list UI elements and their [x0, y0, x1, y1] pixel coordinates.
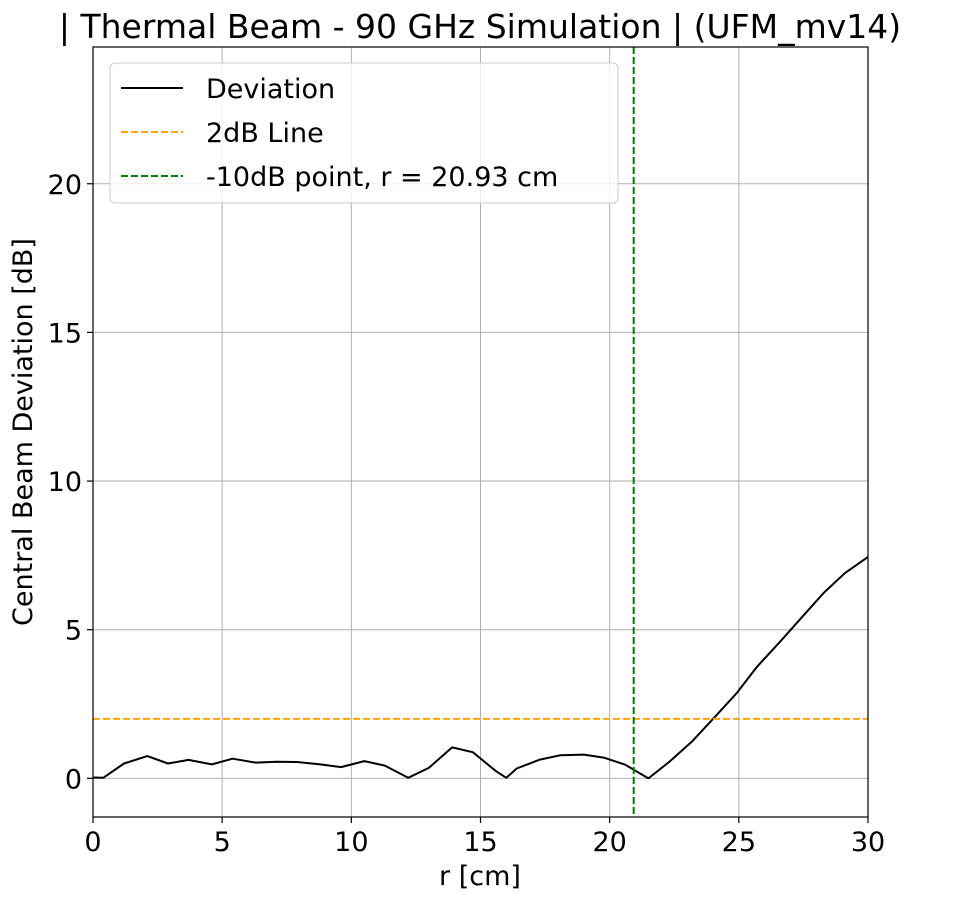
deviation-line	[92, 556, 869, 780]
x-tick-label: 15	[463, 827, 497, 858]
series-layer	[92, 47, 869, 817]
axis-ticks: 0 5 10 15 20 25 30 0 5 10 15 20	[48, 170, 886, 858]
legend-2db-line-label: 2dB Line	[206, 118, 324, 149]
x-tick-label: 0	[84, 827, 101, 858]
legend-10db-point-label: -10dB point, r = 20.93 cm	[206, 162, 558, 193]
y-tick-label: 15	[48, 318, 82, 349]
x-tick-label: 20	[592, 827, 626, 858]
legend-box	[109, 62, 619, 204]
y-tick-label: 20	[48, 170, 82, 201]
y-tick-label: 5	[65, 616, 82, 647]
x-tick-label: 10	[334, 827, 368, 858]
legend: Deviation 2dB Line -10dB point, r = 20.93 …	[109, 62, 619, 204]
x-tick-label: 5	[214, 827, 231, 858]
x-axis-label: r [cm]	[439, 861, 521, 892]
x-tick-label: 30	[851, 827, 885, 858]
x-tick-label: 25	[722, 827, 756, 858]
chart-title: | Thermal Beam - 90 GHz Simulation | (UF…	[59, 7, 901, 46]
legend-deviation-label: Deviation	[206, 74, 335, 105]
y-tick-label: 0	[65, 764, 82, 795]
y-tick-label: 10	[48, 467, 82, 498]
y-axis-label: Central Beam Deviation [dB]	[8, 238, 39, 626]
